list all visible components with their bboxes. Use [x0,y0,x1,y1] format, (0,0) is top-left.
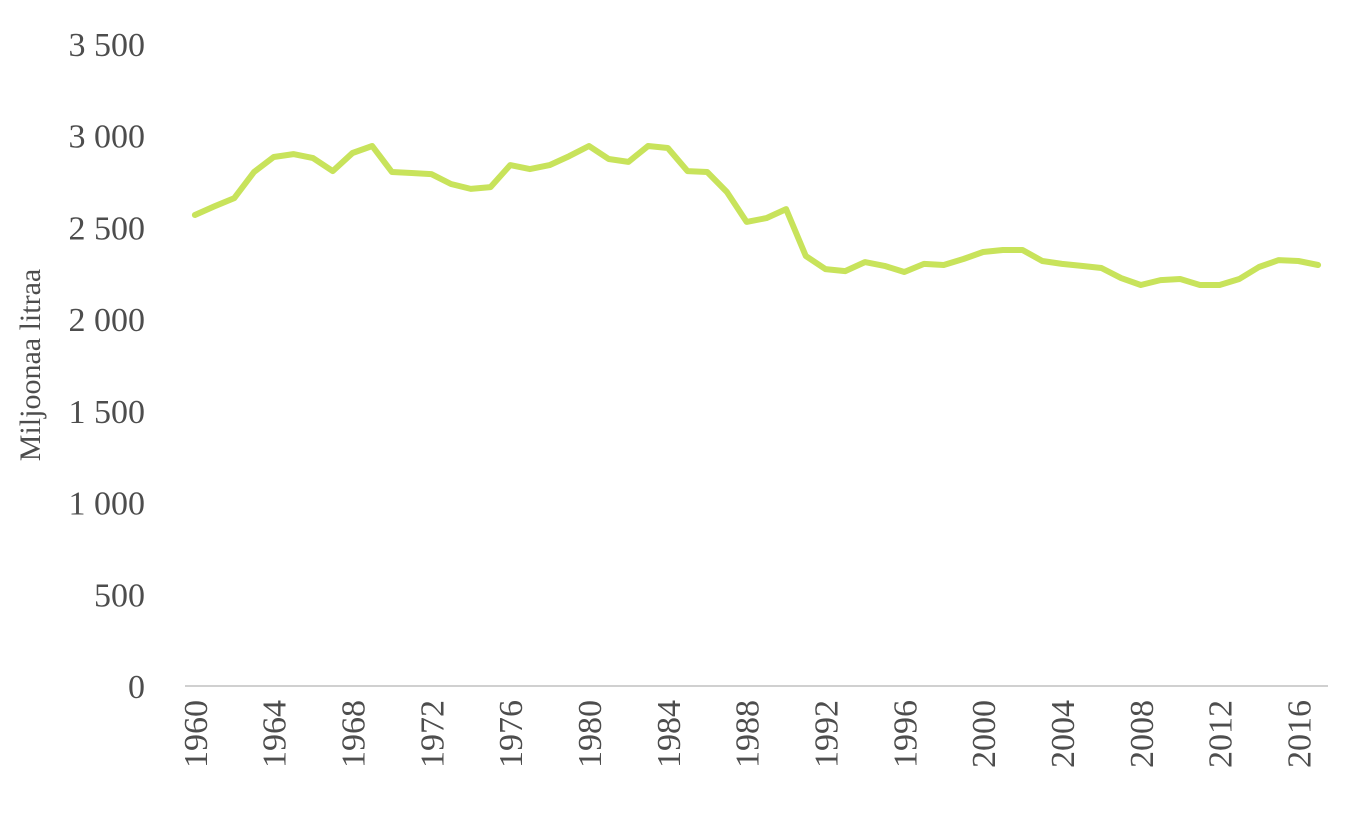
y-tick-label: 2 000 [69,302,146,339]
line [191,143,1322,288]
x-tick-label: 2008 [1124,700,1161,768]
y-tick-label: 500 [94,577,145,614]
y-tick-label: 3 500 [69,27,146,64]
x-tick-label: 1960 [178,700,215,768]
x-tick-label: 1984 [651,700,688,768]
x-tick-label: 1976 [493,700,530,768]
x-tick-label: 2016 [1281,700,1318,768]
x-tick-label: 2012 [1203,700,1240,768]
x-tick-label: 1972 [414,700,451,768]
x-tick-label: 1980 [572,700,609,768]
x-tick-label: 1996 [887,700,924,768]
x-tick-label: 1988 [730,700,767,768]
x-tick-label: 1992 [808,700,845,768]
x-tick-label: 1968 [336,700,373,768]
y-tick-label: 2 500 [69,210,146,247]
y-tick-label: 1 500 [69,394,146,431]
y-tick-label: 0 [128,669,145,706]
x-tick-label: 2000 [966,700,1003,768]
x-tick-label: 1964 [257,700,294,768]
x-tick-label: 2004 [1045,700,1082,768]
y-tick-label: 1 000 [69,486,146,523]
y-tick-label: 3 000 [69,119,146,156]
y-axis-label: Miljoonaa litraa [14,269,47,461]
